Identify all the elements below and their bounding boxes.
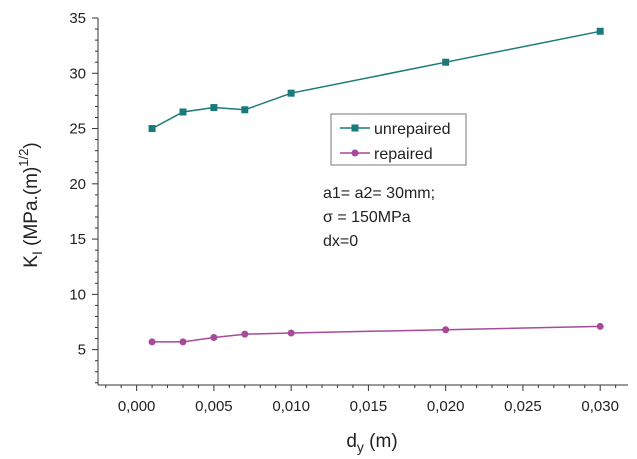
- data-point-unrepaired: [442, 58, 450, 66]
- y-tick-label: 5: [78, 342, 86, 359]
- y-tick-label: 20: [69, 176, 86, 193]
- series-line-repaired: [152, 325, 601, 343]
- data-point-repaired: [210, 333, 218, 341]
- x-tick-label: 0,005: [195, 398, 233, 415]
- y-axis-title-main: K: [21, 255, 42, 268]
- x-tick-label: 0,010: [272, 398, 310, 415]
- data-point-repaired: [241, 330, 249, 338]
- data-point-repaired: [287, 329, 295, 337]
- data-point-unrepaired: [287, 89, 295, 97]
- y-tick-label: 15: [69, 231, 86, 248]
- y-tick-label: 10: [69, 286, 86, 303]
- data-point-unrepaired: [596, 27, 604, 35]
- data-point-unrepaired: [148, 125, 156, 133]
- data-point-unrepaired: [241, 106, 249, 114]
- x-tick-label: 0,000: [118, 398, 156, 415]
- y-axis-title-close: ): [21, 142, 42, 148]
- x-tick-label: 0,030: [581, 398, 619, 415]
- data-point-unrepaired: [210, 104, 218, 112]
- annotation-line-1: a1= a2= 30mm;: [323, 185, 435, 202]
- y-axis-ticks: 5 10 15 20 25 30 35: [69, 10, 98, 384]
- annotation-line-2: σ = 150MPa: [323, 209, 411, 226]
- x-tick-label: 0,015: [350, 398, 388, 415]
- annotation-block: a1= a2= 30mm; σ = 150MPa dx=0: [323, 185, 435, 250]
- data-point-unrepaired: [179, 108, 187, 116]
- annotation-line-3: dx=0: [323, 233, 358, 250]
- legend-unrepaired-label: unrepaired: [374, 121, 451, 138]
- legend-item-unrepaired: unrepaired: [340, 121, 451, 138]
- legend-unrepaired-marker: [351, 124, 359, 132]
- y-tick-label: 25: [69, 121, 86, 138]
- y-tick-label: 35: [69, 10, 86, 27]
- legend-item-repaired: repaired: [340, 146, 433, 163]
- data-point-repaired: [442, 326, 450, 334]
- y-tick-label: 30: [69, 65, 86, 82]
- legend-box: [330, 113, 467, 166]
- legend: unrepaired repaired: [330, 113, 467, 166]
- y-axis-title-sup: 1/2: [16, 149, 31, 167]
- y-axis-title-sub: I: [29, 251, 45, 255]
- data-point-repaired: [148, 338, 156, 346]
- x-tick-label: 0,020: [427, 398, 465, 415]
- series-repaired: [148, 322, 604, 346]
- series-layer: [148, 27, 604, 346]
- data-point-repaired: [179, 338, 187, 346]
- y-axis-title-unit: (MPa.(m): [21, 167, 42, 251]
- y-axis-title: KI (MPa.(m)1/2): [16, 142, 45, 267]
- x-axis-ticks: 0,000 0,005 0,010 0,015 0,020 0,025 0,030: [105, 385, 619, 415]
- series-unrepaired: [148, 27, 604, 133]
- x-axis-title-sub: y: [357, 439, 364, 455]
- x-axis-title-main: d: [346, 431, 357, 452]
- x-axis-title-unit: (m): [364, 431, 398, 452]
- x-tick-label: 0,025: [504, 398, 542, 415]
- plot-area: 0,000 0,005 0,010 0,015 0,020 0,025 0,030 5 10 1…: [69, 10, 628, 415]
- legend-repaired-label: repaired: [374, 146, 433, 163]
- x-axis-title: dy (m): [346, 431, 397, 455]
- data-point-repaired: [596, 322, 604, 330]
- legend-repaired-marker: [351, 149, 359, 157]
